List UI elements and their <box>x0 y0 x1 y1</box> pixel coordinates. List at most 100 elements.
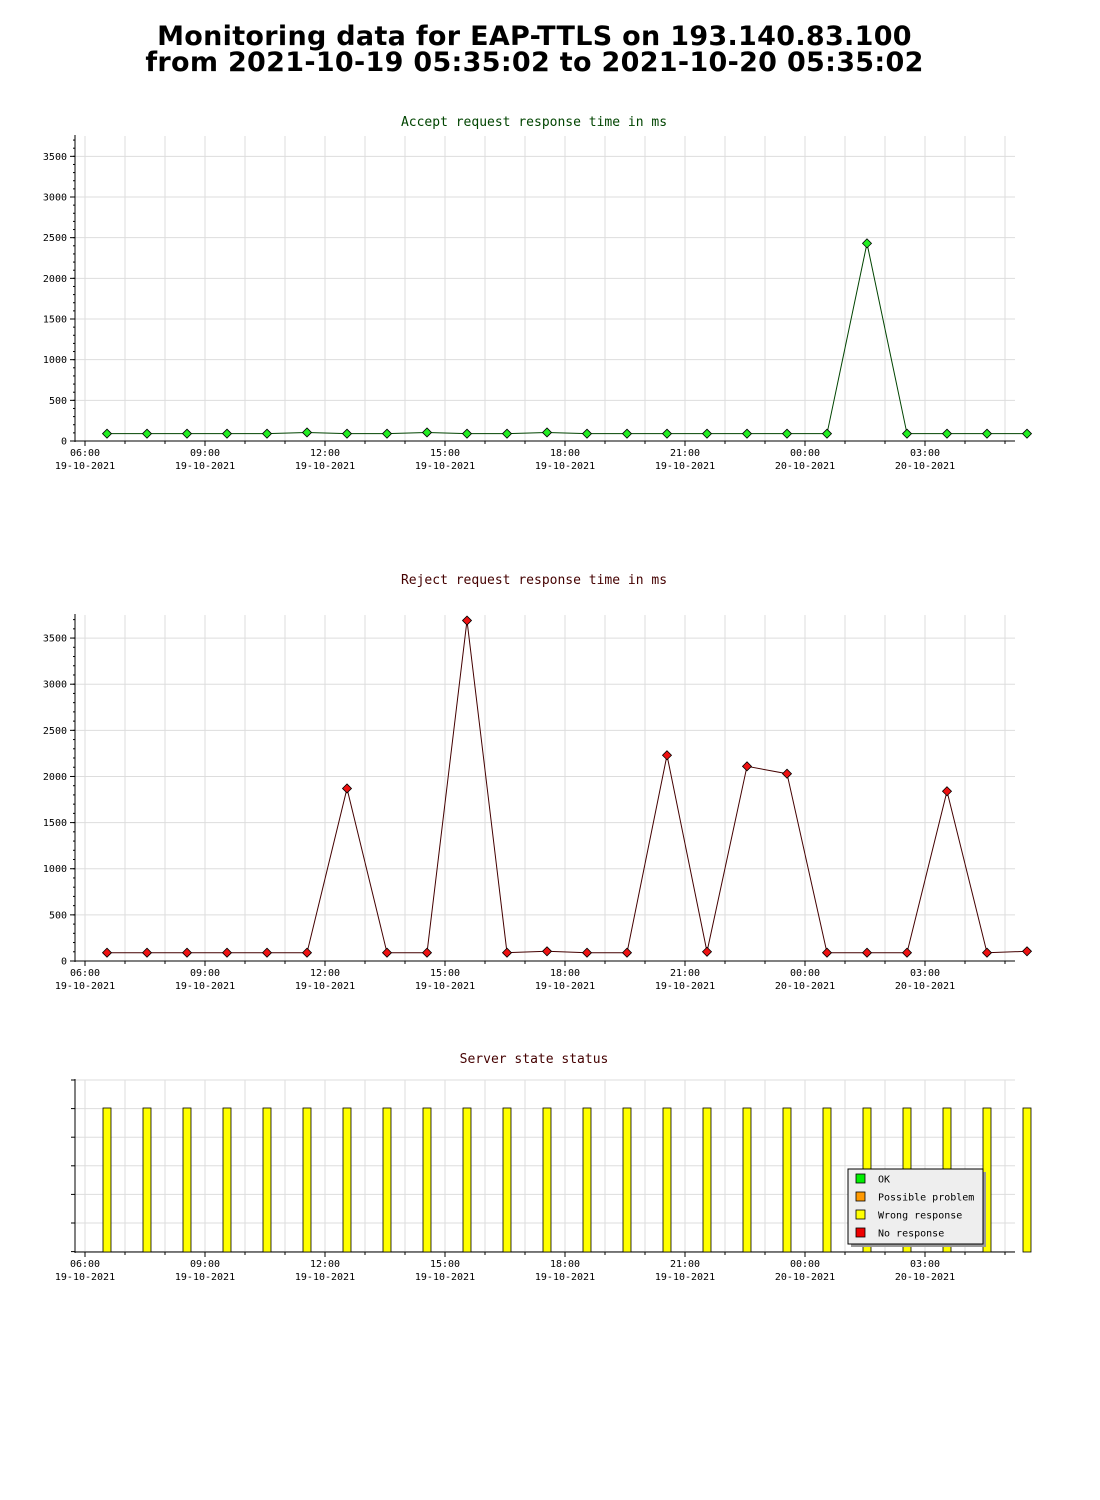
x-tick-label-date: 19-10-2021 <box>535 461 595 472</box>
x-tick-label-time: 21:00 <box>670 448 700 459</box>
data-point <box>221 428 233 439</box>
data-point <box>381 428 393 439</box>
data-point <box>1021 428 1033 439</box>
x-tick-label-time: 06:00 <box>70 968 100 979</box>
y-tick-label: 1000 <box>43 355 67 366</box>
status-bar <box>542 1107 552 1253</box>
y-tick-label: 500 <box>49 396 67 407</box>
x-tick-label-time: 00:00 <box>790 968 820 979</box>
data-point <box>661 750 673 761</box>
data-point <box>541 946 553 957</box>
x-tick-label-date: 19-10-2021 <box>175 1272 235 1283</box>
data-point <box>861 947 873 958</box>
status-bar <box>782 1107 792 1253</box>
y-tick-label: 3000 <box>43 193 67 204</box>
page-title: Monitoring data for EAP-TTLS on 193.140.… <box>0 21 1069 76</box>
x-tick-label-time: 18:00 <box>550 448 580 459</box>
x-tick-label-date: 20-10-2021 <box>775 981 835 992</box>
data-point <box>381 947 393 958</box>
page-title-line-1: Monitoring data for EAP-TTLS on 193.140.… <box>157 21 912 52</box>
x-tick-label-date: 20-10-2021 <box>895 461 955 472</box>
legend-swatch <box>855 1173 866 1184</box>
y-tick-label: 2000 <box>43 274 67 285</box>
data-point <box>821 428 833 439</box>
data-point <box>661 428 673 439</box>
x-tick-label-time: 03:00 <box>910 448 940 459</box>
x-tick-label-date: 19-10-2021 <box>55 461 115 472</box>
data-point <box>701 428 713 439</box>
x-tick-label-date: 19-10-2021 <box>655 981 715 992</box>
x-tick-label-time: 06:00 <box>70 448 100 459</box>
data-point <box>581 947 593 958</box>
status-bar <box>702 1107 712 1253</box>
data-point <box>901 947 913 958</box>
x-tick-label-date: 19-10-2021 <box>415 1272 475 1283</box>
y-tick-label: 1500 <box>43 818 67 829</box>
data-point <box>781 768 793 779</box>
data-point <box>181 428 193 439</box>
status-bar <box>582 1107 592 1253</box>
data-point <box>341 783 353 794</box>
data-point <box>301 427 313 438</box>
x-tick-label-date: 19-10-2021 <box>175 461 235 472</box>
status-legend: OK Possible problem Wrong response No respo… <box>847 1168 986 1247</box>
status-bar <box>742 1107 752 1253</box>
data-point <box>301 947 313 958</box>
status-bar <box>182 1107 192 1253</box>
data-point <box>981 428 993 439</box>
data-point <box>861 238 873 249</box>
legend-label: Wrong response <box>878 1211 962 1222</box>
legend-box <box>847 1168 984 1245</box>
data-point <box>141 428 153 439</box>
data-point <box>461 615 473 626</box>
status-chart-title: Server state status <box>460 1052 609 1067</box>
x-tick-label-date: 19-10-2021 <box>535 1272 595 1283</box>
data-point <box>701 946 713 957</box>
y-tick-label: 1000 <box>43 864 67 875</box>
status-bar <box>102 1107 112 1253</box>
data-point <box>581 428 593 439</box>
x-tick-label-time: 03:00 <box>910 968 940 979</box>
x-tick-label-time: 06:00 <box>70 1259 100 1270</box>
y-tick-label: 0 <box>61 957 67 968</box>
accept-chart-title: Accept request response time in ms <box>401 115 667 130</box>
x-tick-label-date: 20-10-2021 <box>775 1272 835 1283</box>
x-tick-label-date: 19-10-2021 <box>415 461 475 472</box>
x-tick-label-date: 20-10-2021 <box>775 461 835 472</box>
status-bar <box>462 1107 472 1253</box>
y-tick-label: 3000 <box>43 680 67 691</box>
x-tick-label-time: 15:00 <box>430 968 460 979</box>
data-point <box>981 947 993 958</box>
data-point <box>101 947 113 958</box>
data-point <box>221 947 233 958</box>
x-tick-label-date: 19-10-2021 <box>295 461 355 472</box>
status-bar <box>222 1107 232 1253</box>
data-point <box>461 428 473 439</box>
x-tick-label-date: 19-10-2021 <box>655 1272 715 1283</box>
data-point <box>181 947 193 958</box>
y-tick-label: 3500 <box>43 634 67 645</box>
data-point <box>421 427 433 438</box>
status-bar <box>822 1107 832 1253</box>
data-point <box>901 428 913 439</box>
x-tick-label-date: 20-10-2021 <box>895 1272 955 1283</box>
data-point <box>941 786 953 797</box>
x-tick-label-date: 19-10-2021 <box>175 981 235 992</box>
data-point <box>141 947 153 958</box>
x-tick-label-time: 00:00 <box>790 448 820 459</box>
status-bar <box>502 1107 512 1253</box>
x-tick-label-date: 19-10-2021 <box>55 1272 115 1283</box>
data-point <box>621 428 633 439</box>
x-tick-label-time: 00:00 <box>790 1259 820 1270</box>
x-tick-label-time: 03:00 <box>910 1259 940 1270</box>
legend-swatch <box>855 1209 866 1220</box>
x-tick-label-time: 18:00 <box>550 968 580 979</box>
x-tick-label-time: 18:00 <box>550 1259 580 1270</box>
x-tick-label-time: 12:00 <box>310 1259 340 1270</box>
data-point <box>621 947 633 958</box>
x-tick-label-date: 20-10-2021 <box>895 981 955 992</box>
data-point <box>741 761 753 772</box>
x-tick-label-time: 12:00 <box>310 448 340 459</box>
legend-label: OK <box>878 1175 890 1186</box>
